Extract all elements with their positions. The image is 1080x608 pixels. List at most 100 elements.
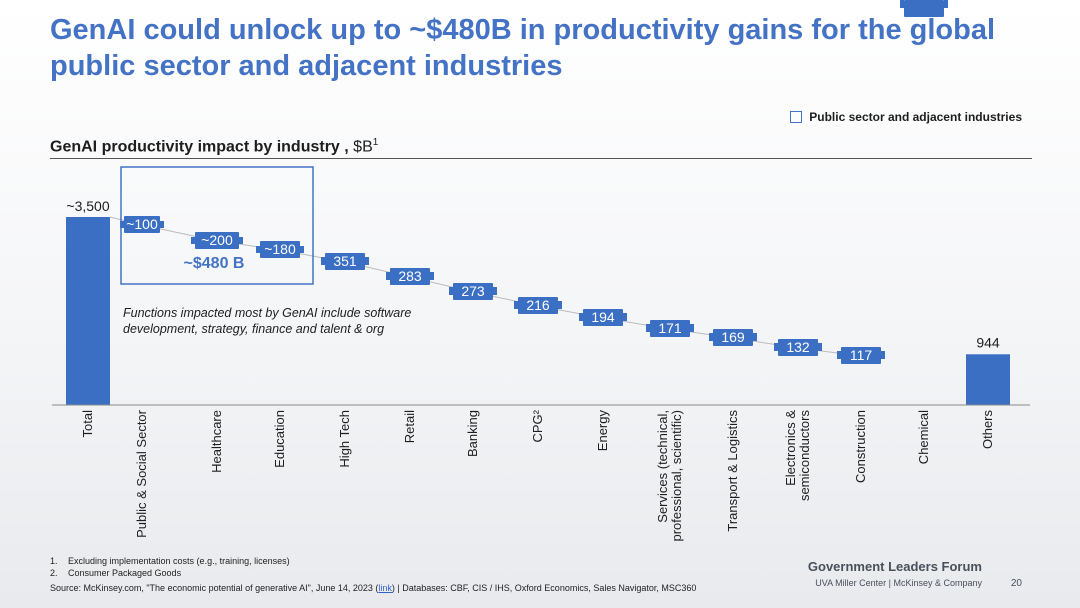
data-label-13: 112 xyxy=(913,0,936,3)
category-label-14: Others xyxy=(980,410,995,450)
chart-legend: Public sector and adjacent industries xyxy=(790,110,1022,124)
data-label-6: 273 xyxy=(461,283,485,299)
bar-segment-12 xyxy=(841,347,881,364)
bar-cap-left-1 xyxy=(120,221,124,228)
subtitle-rule xyxy=(50,158,1032,159)
category-label-2: Healthcare xyxy=(209,410,224,473)
bar-segment-5 xyxy=(390,268,430,285)
data-label-5: 283 xyxy=(398,268,422,284)
data-label-others: 944 xyxy=(976,334,1000,350)
subtitle-unit: $B xyxy=(348,138,373,156)
bar-cap-right-11 xyxy=(818,343,822,351)
category-label-8: Energy xyxy=(595,410,610,452)
annotation-line-1: Functions impacted most by GenAI include… xyxy=(123,306,411,320)
category-label-line: Public & Social Sector xyxy=(134,409,149,538)
highlight-box xyxy=(120,166,314,285)
subtitle-bold: GenAI productivity impact by industry , xyxy=(50,138,349,156)
bar-segment-11 xyxy=(778,339,818,356)
bar-cap-right-9 xyxy=(690,324,694,332)
bar-cap-right-5 xyxy=(430,272,434,280)
bar-cap-left-3 xyxy=(256,246,260,253)
data-label-9: 171 xyxy=(658,320,682,336)
source-line: Source: McKinsey.com, "The economic pote… xyxy=(50,583,697,593)
bar-cap-right-6 xyxy=(493,287,497,295)
category-label-line: Healthcare xyxy=(209,410,224,473)
bar-segment-9 xyxy=(650,320,690,337)
category-label-line: Transport & Logistics xyxy=(725,410,740,532)
bar-segment-13 xyxy=(904,0,944,17)
category-label-line: Education xyxy=(272,410,287,468)
bar-cap-right-10 xyxy=(753,333,757,341)
legend-label: Public sector and adjacent industries xyxy=(809,110,1022,124)
bar-cap-left-2 xyxy=(191,237,195,244)
group-label: ~$480 B xyxy=(184,255,245,272)
data-label-2: ~200 xyxy=(201,232,233,248)
bar-cap-left-9 xyxy=(646,324,650,332)
category-label-0: Total xyxy=(80,410,95,438)
bar-cap-left-10 xyxy=(709,333,713,341)
bar-cap-right-1 xyxy=(160,221,164,228)
category-label-line: semiconductors xyxy=(797,410,812,502)
category-label-7: CPG² xyxy=(530,409,545,442)
data-label-1: ~100 xyxy=(126,216,158,232)
legend-swatch xyxy=(790,111,803,123)
bar-segment-4 xyxy=(325,253,365,270)
category-label-line: Others xyxy=(980,410,995,450)
bar-segment-8 xyxy=(583,309,623,326)
data-label-4: 351 xyxy=(333,253,357,269)
footnote-2: 2. Consumer Packaged Goods xyxy=(50,567,182,578)
bar-others xyxy=(966,354,1010,405)
bar-cap-right-7 xyxy=(558,301,562,309)
bar-cap-left-4 xyxy=(321,257,325,265)
data-label-3: ~180 xyxy=(264,241,296,257)
bar-cap-left-7 xyxy=(514,301,518,309)
data-label-12: 117 xyxy=(850,347,873,363)
category-label-1: Public & Social Sector xyxy=(134,409,149,538)
bar-segment-7 xyxy=(518,297,558,314)
bar-cap-right-3 xyxy=(300,246,304,253)
category-label-line: Services (technical, xyxy=(655,410,670,523)
category-label-13: Chemical xyxy=(916,410,931,464)
bar-cap-left-8 xyxy=(579,313,583,321)
data-label-total: ~3,500 xyxy=(66,198,109,214)
bar-cap-left-12 xyxy=(837,351,841,359)
category-label-10: Transport & Logistics xyxy=(725,410,740,532)
category-label-line: Banking xyxy=(465,410,480,457)
category-label-line: High Tech xyxy=(337,410,352,468)
source-link[interactable]: link xyxy=(378,583,392,593)
bar-cap-right-12 xyxy=(881,351,885,359)
bar-cap-left-11 xyxy=(774,343,778,351)
bar-segment-3 xyxy=(260,241,300,258)
page-number: 20 xyxy=(1010,578,1022,589)
category-label-line: Chemical xyxy=(916,410,931,464)
footnote-1: 1. Excluding implementation costs (e.g., … xyxy=(50,556,290,566)
category-label-9: Services (technical,professional, scient… xyxy=(655,410,684,542)
annotation-line-2: development, strategy, finance and talen… xyxy=(123,322,384,336)
data-label-10: 169 xyxy=(721,329,745,345)
category-label-6: Banking xyxy=(465,410,480,457)
bar-cap-right-13 xyxy=(944,0,948,8)
subtitle-footnote-ref: 1 xyxy=(372,137,379,148)
category-label-line: CPG² xyxy=(530,409,545,442)
bar-cap-left-5 xyxy=(386,272,390,280)
category-label-12: Construction xyxy=(853,410,868,483)
page-title: GenAI could unlock up to ~$480B in produ… xyxy=(50,14,996,82)
category-label-line: Electronics & xyxy=(783,410,798,486)
bar-segment-10 xyxy=(713,329,753,346)
category-label-line: professional, scientific) xyxy=(669,410,684,542)
brand-tagline: UVA Miller Center | McKinsey & Company xyxy=(815,578,982,588)
bar-cap-left-6 xyxy=(449,287,453,295)
category-label-line: Construction xyxy=(853,410,868,483)
bar-segment-2 xyxy=(195,232,239,249)
bar-segment-6 xyxy=(453,283,493,300)
bar-cap-right-2 xyxy=(239,237,243,244)
category-label-line: Retail xyxy=(402,410,417,443)
category-label-5: Retail xyxy=(402,410,417,443)
category-label-line: Total xyxy=(80,410,95,438)
category-label-3: Education xyxy=(272,410,287,468)
category-label-line: Energy xyxy=(595,410,610,452)
chart-subtitle: GenAI productivity impact by industry , … xyxy=(50,137,378,156)
footnotes: 1. Excluding implementation costs (e.g., … xyxy=(50,556,290,579)
data-label-8: 194 xyxy=(591,309,615,325)
